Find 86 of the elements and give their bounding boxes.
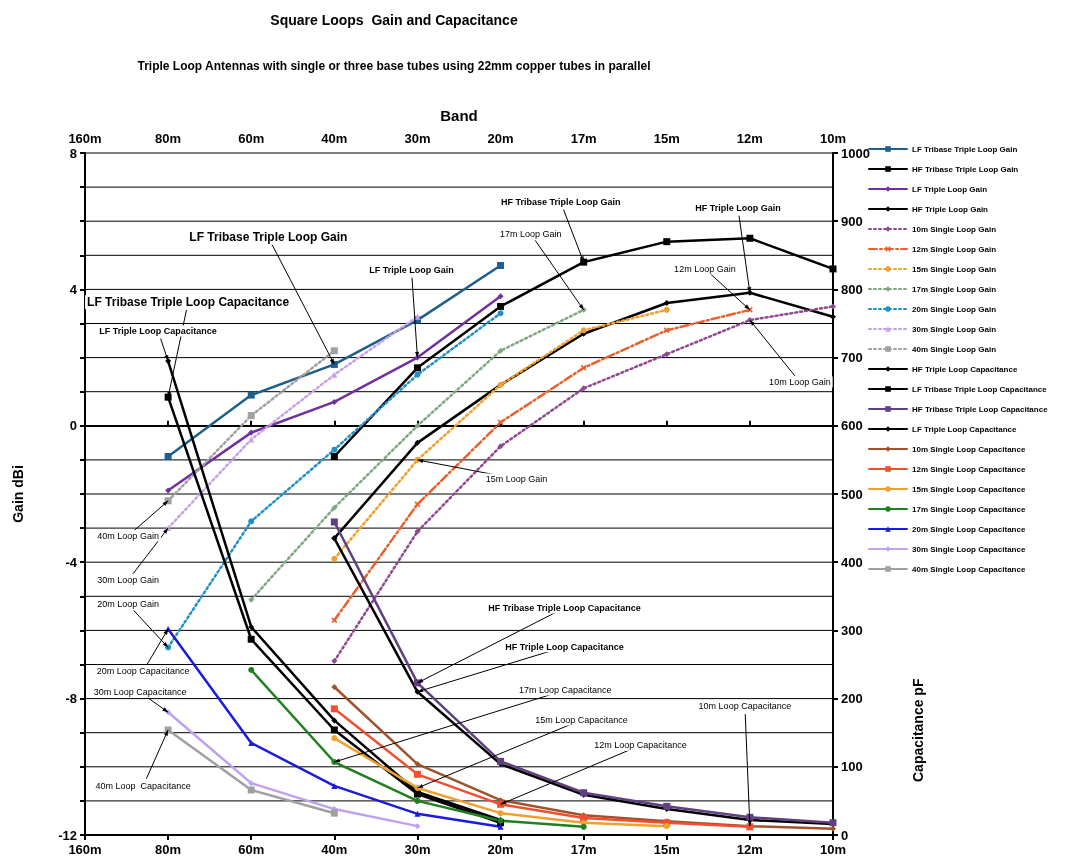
annotation: LF Tribase Triple Loop Capacitance bbox=[87, 295, 290, 310]
y2-tick-label: 1000 bbox=[841, 145, 870, 161]
annotation: HF Triple Loop Gain bbox=[695, 202, 781, 213]
annotation: 30m Loop Gain bbox=[97, 575, 159, 586]
y2-tick-label: 600 bbox=[841, 418, 863, 434]
category-label: 10m bbox=[819, 131, 847, 146]
legend-label: 17m Single Loop Gain bbox=[912, 284, 997, 294]
x-tick-label: 10m bbox=[819, 842, 847, 857]
x2-axis-title: Band bbox=[440, 107, 478, 124]
legend-label: 15m Single Loop Gain bbox=[912, 264, 997, 274]
annotation: 40m Loop Capacitance bbox=[95, 780, 191, 791]
legend-label: HF Triple Loop Gain bbox=[912, 204, 989, 214]
annotation: 17m Loop Gain bbox=[499, 228, 562, 239]
legend-label: 10m Single Loop Capacitance bbox=[912, 444, 1026, 454]
y-tick-label: 0 bbox=[69, 418, 77, 434]
legend-label: LF Tribase Triple Loop Gain bbox=[912, 144, 1018, 154]
annotation: 17m Loop Capacitance bbox=[519, 685, 612, 696]
legend-label: 30m Single Loop Capacitance bbox=[912, 544, 1026, 554]
category-label: 60m bbox=[238, 131, 265, 146]
category-label: 30m bbox=[404, 131, 431, 146]
y-tick-label: 8 bbox=[69, 145, 77, 161]
annotation: LF Triple Loop Capacitance bbox=[99, 326, 217, 337]
y2-tick-label: 200 bbox=[841, 691, 863, 707]
y-tick-label: -4 bbox=[65, 554, 78, 570]
y2-tick-label: 800 bbox=[841, 281, 863, 297]
legend-label: 40m Single Loop Gain bbox=[912, 344, 997, 354]
annotation: LF Triple Loop Gain bbox=[369, 264, 454, 275]
category-label: 40m bbox=[321, 131, 348, 146]
legend-label: 40m Single Loop Capacitance bbox=[912, 564, 1026, 574]
annotation: 40m Loop Gain bbox=[97, 530, 159, 541]
legend-label: 12m Single Loop Capacitance bbox=[912, 464, 1026, 474]
y2-tick-label: 300 bbox=[841, 622, 863, 638]
annotation: 12m Loop Gain bbox=[674, 263, 736, 274]
annotation: 20m Loop Capacitance bbox=[96, 666, 190, 677]
legend-label: 30m Single Loop Gain bbox=[912, 324, 997, 334]
annotation: LF Tribase Triple Loop Gain bbox=[189, 230, 348, 245]
x-tick-label: 20m bbox=[487, 842, 514, 857]
annotation: HF Tribase Triple Loop Gain bbox=[500, 197, 621, 208]
legend-label: LF Tribase Triple Loop Capacitance bbox=[912, 384, 1048, 394]
legend-label: HF Triple Loop Capacitance bbox=[912, 364, 1018, 374]
annotation: 30m Loop Capacitance bbox=[93, 687, 187, 698]
legend-label: 15m Single Loop Capacitance bbox=[912, 484, 1026, 494]
x-tick-label: 12m bbox=[736, 842, 763, 857]
annotation: HF Tribase Triple Loop Capacitance bbox=[488, 602, 641, 613]
legend-label: 20m Single Loop Gain bbox=[912, 304, 997, 314]
y-tick-label: -8 bbox=[65, 691, 77, 707]
legend-label: 10m Single Loop Gain bbox=[912, 224, 997, 234]
x-tick-label: 160m bbox=[68, 842, 102, 857]
annotation: HF Triple Loop Capacitance bbox=[505, 641, 624, 652]
category-label: 80m bbox=[155, 131, 182, 146]
chart-subtitle: Triple Loop Antennas with single or three base tubes using 22mm copper tubes in parallel bbox=[137, 59, 651, 73]
y2-tick-label: 0 bbox=[841, 827, 849, 843]
legend-label: 17m Single Loop Capacitance bbox=[912, 504, 1026, 514]
x-tick-label: 60m bbox=[238, 842, 265, 857]
y-tick-label: 4 bbox=[69, 281, 78, 297]
category-label: 15m bbox=[653, 131, 680, 146]
legend-label: HF Tribase Triple Loop Gain bbox=[912, 164, 1019, 174]
y2-tick-label: 400 bbox=[841, 554, 863, 570]
x-tick-label: 17m bbox=[570, 842, 597, 857]
category-label: 20m bbox=[487, 131, 514, 146]
x-tick-label: 15m bbox=[653, 842, 680, 857]
annotation: 12m Loop Capacitance bbox=[594, 740, 687, 751]
y2-axis-title: Capacitance pF bbox=[910, 678, 926, 782]
x-tick-label: 30m bbox=[404, 842, 431, 857]
category-label: 17m bbox=[570, 131, 597, 146]
legend-label: 20m Single Loop Capacitance bbox=[912, 524, 1026, 534]
legend-label: HF Tribase Triple Loop Capacitance bbox=[912, 404, 1049, 414]
y2-tick-label: 700 bbox=[841, 350, 863, 366]
y2-tick-label: 500 bbox=[841, 486, 863, 502]
legend-label: LF Triple Loop Gain bbox=[912, 184, 988, 194]
chart-title: Square Loops Gain and Capacitance bbox=[270, 12, 518, 28]
y-axis-title: Gain dBi bbox=[10, 465, 26, 523]
annotation: 10m Loop Gain bbox=[769, 377, 831, 388]
y-tick-label: -12 bbox=[58, 827, 77, 843]
category-label: 12m bbox=[736, 131, 763, 146]
x-tick-label: 40m bbox=[321, 842, 348, 857]
y2-tick-label: 900 bbox=[841, 213, 863, 229]
y2-tick-label: 100 bbox=[841, 759, 863, 775]
annotation: 15m Loop Capacitance bbox=[535, 714, 628, 725]
x-tick-label: 80m bbox=[155, 842, 182, 857]
annotation: 15m Loop Gain bbox=[485, 473, 548, 484]
legend-label: 12m Single Loop Gain bbox=[912, 244, 997, 254]
annotation: 10m Loop Capacitance bbox=[698, 701, 792, 712]
annotation: 20m Loop Gain bbox=[97, 599, 159, 610]
legend-label: LF Triple Loop Capacitance bbox=[912, 424, 1018, 434]
category-label: 160m bbox=[68, 131, 102, 146]
